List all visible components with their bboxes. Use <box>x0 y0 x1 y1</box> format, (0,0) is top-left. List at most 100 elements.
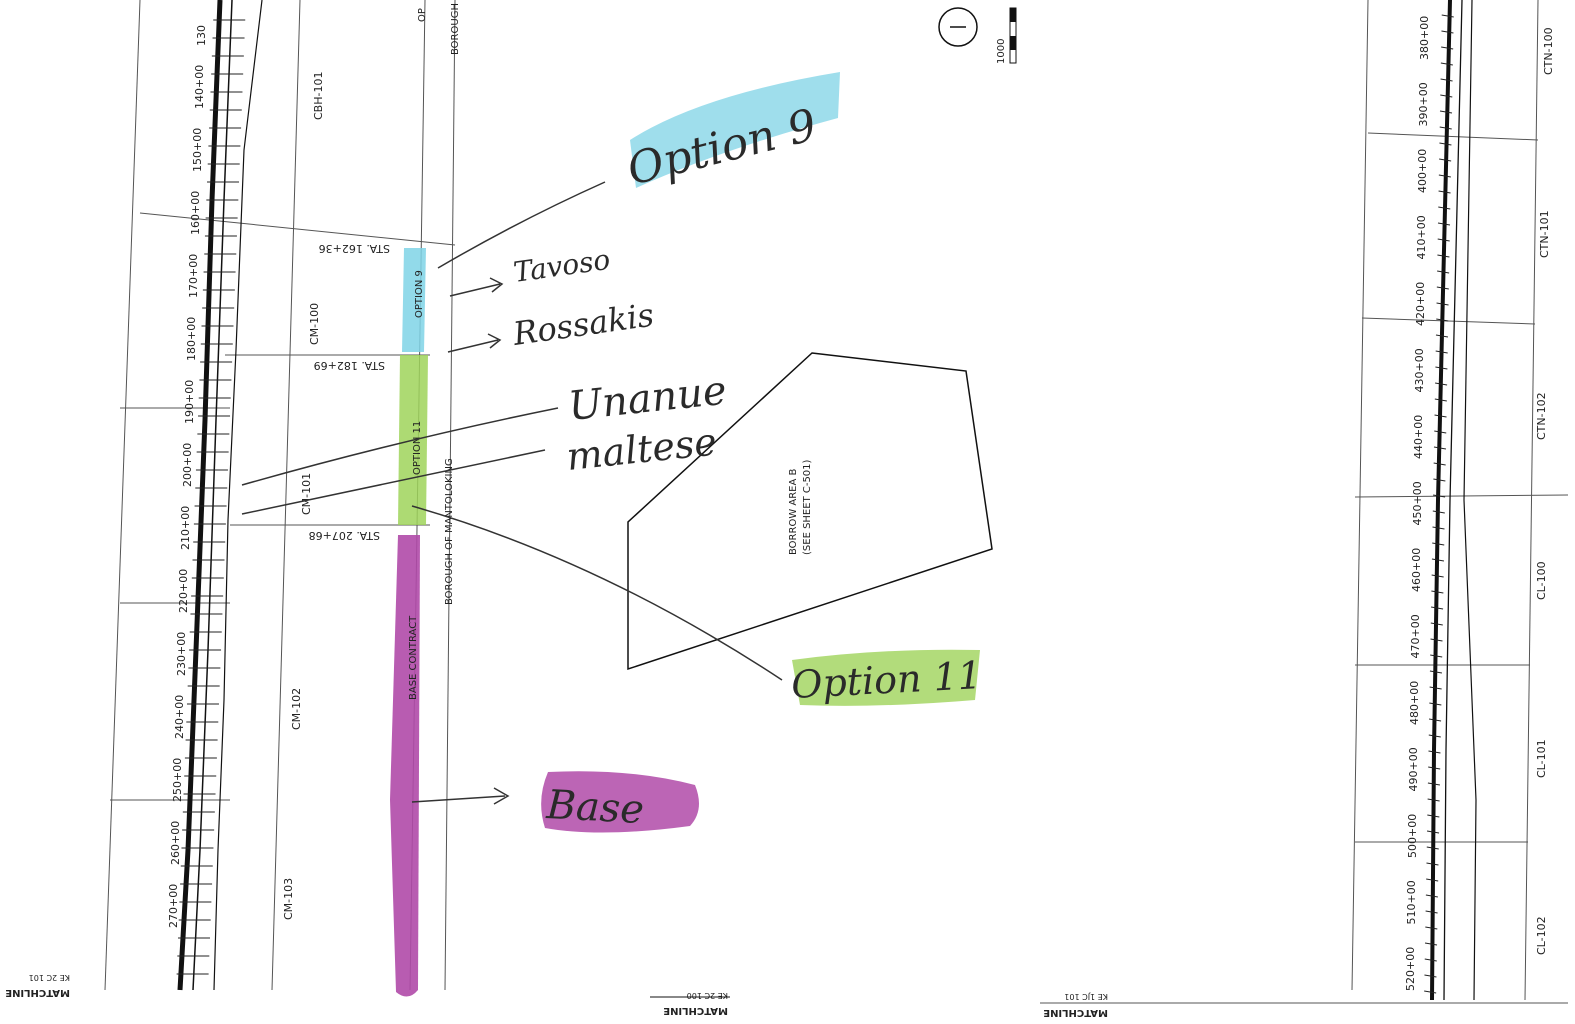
sheet-label-ctn102: CTN-102 <box>1535 392 1548 440</box>
right-hatch-tick <box>1426 878 1439 882</box>
right-hatch-tick <box>1433 494 1446 498</box>
sheet-label-cm102: CM-102 <box>290 688 303 730</box>
annotations: Option 9 Tavoso Rossakis Unanue maltese … <box>241 72 983 833</box>
option9-highlight <box>402 248 426 352</box>
contract-label-option11: OPTION 11 <box>412 421 423 475</box>
matchline-left-ref: KE 2C 101 <box>29 973 70 982</box>
contract-label-option9: OPTION 9 <box>414 270 425 318</box>
sheet-label-cl100: CL-100 <box>1535 561 1548 600</box>
sheet-label-cl102: CL-102 <box>1535 916 1548 955</box>
borrow-area-label: BORROW AREA B <box>788 468 799 555</box>
right-hatch-tick <box>1430 606 1444 610</box>
right-hatch-tick <box>1432 542 1445 546</box>
matchline-right-sheet: MATCHLINE <box>1043 1007 1108 1018</box>
right-hatch-tick <box>1433 446 1447 450</box>
right-hatch-tick <box>1432 526 1445 530</box>
right-hatch-tick <box>1440 94 1453 98</box>
right-hatch-tick <box>1437 238 1450 242</box>
callout-sta-182: STA. 182+69 <box>314 359 385 372</box>
right-sheet: 380+00 390+00 400+00 410+00 420+00 430+00 440+… <box>1040 0 1569 1018</box>
sheet-label-cl101: CL-101 <box>1535 739 1548 778</box>
right-station-label: 500+00 <box>1406 814 1419 858</box>
right-hatch-tick <box>1435 334 1449 338</box>
right-hatch-tick <box>1429 686 1442 690</box>
left-station-label: 170+00 <box>187 254 200 298</box>
right-hatch-tick <box>1433 462 1446 466</box>
right-station-label: 380+00 <box>1418 16 1431 60</box>
left-station-label: 130 <box>195 25 208 46</box>
left-station-label: 180+00 <box>185 317 198 361</box>
borrow-area-polygon <box>627 352 993 671</box>
matchline-left: MATCHLINE <box>5 987 70 998</box>
left-station-label: 150+00 <box>191 128 204 172</box>
right-station-label: 390+00 <box>1417 82 1430 126</box>
right-hatch-tick <box>1424 958 1437 962</box>
right-hatch-tick <box>1438 206 1451 210</box>
sheet-label-cbh101: CBH-101 <box>312 72 325 120</box>
right-hatch-tick <box>1436 286 1449 290</box>
unanue-leader <box>241 407 559 486</box>
right-hatch-tick <box>1426 830 1440 834</box>
right-station-label: 430+00 <box>1413 348 1426 392</box>
note-base: Base <box>544 782 645 833</box>
left-station-label: 250+00 <box>171 758 184 802</box>
option11-leader <box>411 505 783 681</box>
left-station-label: 200+00 <box>181 443 194 487</box>
rossakis-arrow <box>447 333 502 353</box>
tavoso-arrow <box>449 277 504 297</box>
right-hatch-tick <box>1440 78 1453 82</box>
right-hatch-tick <box>1441 14 1454 18</box>
right-ticks <box>1424 14 1454 994</box>
right-station-label: 400+00 <box>1416 149 1429 193</box>
base-note-highlight <box>541 771 699 833</box>
note-maltese: maltese <box>564 419 718 479</box>
option9-note-highlight <box>630 72 840 188</box>
base-highlight <box>390 535 420 997</box>
note-option11: Option 11 <box>790 653 983 707</box>
borough-label: BOROUGH OF MANTOLOKING <box>444 458 455 605</box>
note-rossakis: Rossakis <box>510 296 656 353</box>
right-station-label: 450+00 <box>1411 481 1424 525</box>
right-hatch-tick <box>1430 654 1443 658</box>
north-arrow-icon <box>938 7 978 47</box>
maltese-leader <box>241 449 546 515</box>
scale-bar-fill-1 <box>1010 8 1016 22</box>
right-hatch-tick <box>1427 798 1440 802</box>
right-hatch-tick <box>1435 382 1448 386</box>
matchline-right-sheet-ref: KE 1JC 101 <box>1064 992 1108 1001</box>
right-station-label: 510+00 <box>1405 880 1418 924</box>
callout-sta-207: STA. 207+68 <box>309 529 380 542</box>
right-hatch-tick <box>1430 638 1443 642</box>
right-hatch-tick <box>1433 478 1446 482</box>
sheet-label-cm103: CM-103 <box>282 878 295 920</box>
callout-sta-162: STA. 162+36 <box>319 242 390 255</box>
top-fragment-borough: BOROUGH <box>450 3 461 55</box>
matchline-right: MATCHLINE <box>663 1005 728 1016</box>
left-station-label: 220+00 <box>177 569 190 613</box>
top-fragment-op: OP <box>417 8 428 22</box>
right-hatch-tick <box>1424 990 1437 994</box>
contract-label-base: BASE CONTRACT <box>408 615 419 700</box>
option9-leader <box>437 181 606 269</box>
left-station-label: 240+00 <box>173 695 186 739</box>
right-station-label: 520+00 <box>1404 947 1417 991</box>
right-station-label: 460+00 <box>1410 548 1423 592</box>
right-hatch-tick <box>1438 190 1451 194</box>
right-hatch-tick <box>1437 222 1451 226</box>
right-hatch-tick <box>1436 302 1449 306</box>
base-arrow <box>411 787 510 805</box>
right-hatch-tick <box>1435 350 1448 354</box>
right-station-label: 470+00 <box>1409 614 1422 658</box>
left-sheet: 130 140+00 150+00 160+00 170+00 180+00 190+00 2… <box>5 0 1017 1016</box>
right-hatch-tick <box>1434 398 1447 402</box>
right-hatch-tick <box>1439 142 1452 146</box>
left-ticks <box>176 19 246 975</box>
sheet-label-ctn101: CTN-101 <box>1538 210 1551 258</box>
left-station-label: 190+00 <box>183 380 196 424</box>
right-hatch-tick <box>1430 622 1443 626</box>
left-station-label: 140+00 <box>193 65 206 109</box>
right-station-label: 480+00 <box>1408 681 1421 725</box>
right-alignment <box>1430 0 1477 1001</box>
right-hatch-tick <box>1429 702 1442 706</box>
right-station-labels: 380+00 390+00 400+00 410+00 420+00 430+00 440+… <box>1404 16 1431 991</box>
